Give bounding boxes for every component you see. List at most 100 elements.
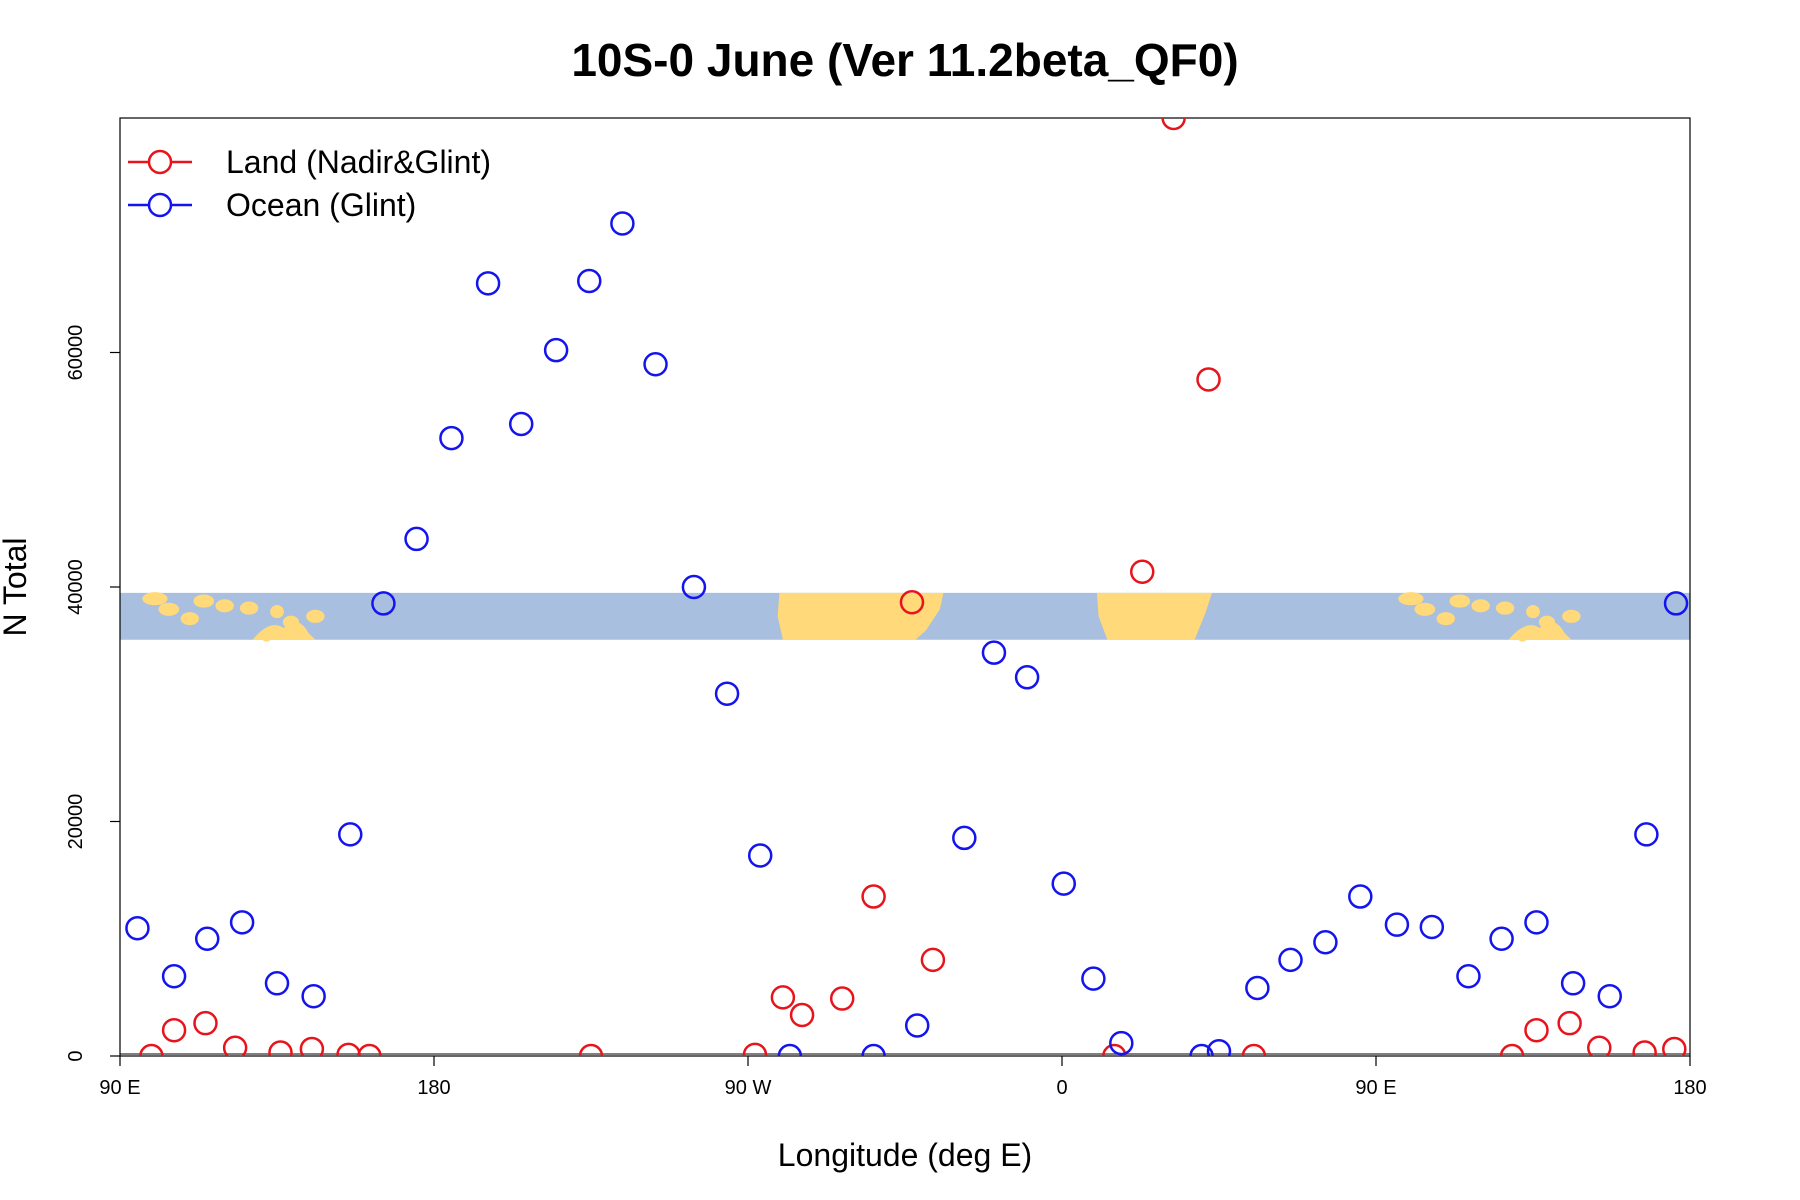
data-point: [1102, 1043, 1127, 1056]
legend-item-land: Land (Nadir&Glint): [128, 144, 491, 180]
data-point: [681, 574, 707, 600]
data-point: [1278, 947, 1303, 973]
data-point: [610, 211, 635, 236]
data-point: [789, 1002, 815, 1028]
data-point: [742, 1042, 768, 1056]
data-point: [371, 591, 396, 616]
data-point: [1557, 1010, 1582, 1036]
data-point: [1051, 871, 1076, 896]
y-tick-label: 60000: [65, 325, 87, 381]
data-point: [1524, 910, 1549, 935]
data-point: [543, 337, 569, 363]
data-point: [1560, 971, 1586, 996]
x-tick-label: 0: [1056, 1077, 1067, 1099]
data-point: [1129, 559, 1155, 585]
data-point: [1662, 1036, 1687, 1056]
data-point: [1161, 118, 1186, 131]
x-tick-label: 90 E: [1355, 1077, 1396, 1099]
data-point: [861, 1043, 886, 1056]
data-point: [1698, 528, 1720, 550]
data-point: [1456, 964, 1481, 989]
legend-label-ocean: Ocean (Glint): [226, 187, 416, 223]
series-ocean: [125, 211, 1720, 1056]
data-point: [1241, 1043, 1267, 1056]
data-point: [222, 1035, 248, 1056]
x-tick-label: 180: [417, 1077, 450, 1099]
data-point: [194, 926, 220, 951]
data-point: [1524, 1017, 1549, 1043]
data-point: [161, 1017, 187, 1043]
data-point: [981, 640, 1007, 665]
data-point: [1196, 367, 1221, 392]
data-point: [1206, 1039, 1232, 1056]
map-land-maritime-continent: [142, 592, 325, 642]
data-point: [1721, 1045, 1743, 1067]
y-tick-label: 0: [65, 1050, 87, 1061]
data-point: [861, 884, 886, 909]
legend-swatch-marker: [147, 149, 173, 175]
data-point: [920, 947, 946, 973]
data-point: [1489, 926, 1514, 951]
x-tick-label: 90 W: [725, 1077, 772, 1099]
data-point: [1597, 983, 1623, 1009]
data-point: [1499, 1043, 1525, 1056]
data-point: [1348, 884, 1373, 909]
x-tick-label: 90 E: [99, 1077, 140, 1099]
data-point: [268, 1040, 293, 1056]
data-points: [125, 118, 1743, 1067]
data-point: [904, 1013, 930, 1038]
series-land: [139, 118, 1743, 1067]
map-band: [120, 592, 1690, 642]
legend-label-land: Land (Nadir&Glint): [226, 144, 491, 180]
data-point: [1245, 975, 1270, 1001]
data-point: [1632, 1040, 1657, 1056]
legend-swatch-marker: [147, 192, 173, 218]
data-point: [899, 589, 925, 615]
data-point: [714, 681, 740, 706]
data-point: [577, 268, 602, 294]
y-axis-label: N Total: [0, 537, 33, 636]
y-axis: 0 20000 40000 60000: [65, 325, 120, 1062]
map-land-maritime-continent: [1398, 592, 1581, 642]
data-point: [952, 825, 977, 851]
data-point: [1081, 966, 1106, 991]
data-point: [508, 411, 534, 437]
data-point: [301, 983, 326, 1009]
data-point: [439, 425, 464, 451]
data-point: [1663, 591, 1689, 616]
data-point: [578, 1043, 604, 1056]
data-point: [770, 985, 796, 1010]
data-point: [777, 1043, 803, 1056]
legend: Land (Nadir&Glint) Ocean (Glint): [128, 144, 491, 223]
legend-item-ocean: Ocean (Glint): [128, 187, 416, 223]
data-point: [357, 1043, 382, 1056]
data-point: [264, 971, 290, 996]
data-point: [1419, 914, 1445, 940]
data-point: [1189, 1043, 1214, 1056]
data-point: [193, 1010, 218, 1036]
data-point: [338, 822, 363, 847]
data-point: [1587, 1035, 1612, 1056]
plot-frame: [119, 117, 1691, 1057]
data-point: [161, 964, 187, 989]
data-point: [229, 910, 255, 935]
data-point: [1698, 1044, 1720, 1066]
y-tick-label: 40000: [65, 559, 87, 615]
data-point: [643, 351, 668, 377]
chart-title: 10S-0 June (Ver 11.2beta_QF0): [571, 34, 1238, 86]
data-point: [139, 1043, 164, 1056]
data-point: [829, 986, 855, 1011]
data-point: [336, 1042, 361, 1056]
x-tick-label: 180: [1673, 1077, 1706, 1099]
data-point: [404, 526, 429, 552]
map-land-africa: [1096, 592, 1213, 640]
data-point: [1634, 822, 1659, 847]
x-axis-label: Longitude (deg E): [778, 1137, 1032, 1173]
y-tick-label: 20000: [65, 794, 87, 850]
data-point: [1313, 930, 1338, 955]
data-point: [475, 271, 501, 296]
data-point: [747, 843, 773, 868]
data-point: [1384, 912, 1410, 937]
map-land-south-america: [777, 592, 944, 640]
